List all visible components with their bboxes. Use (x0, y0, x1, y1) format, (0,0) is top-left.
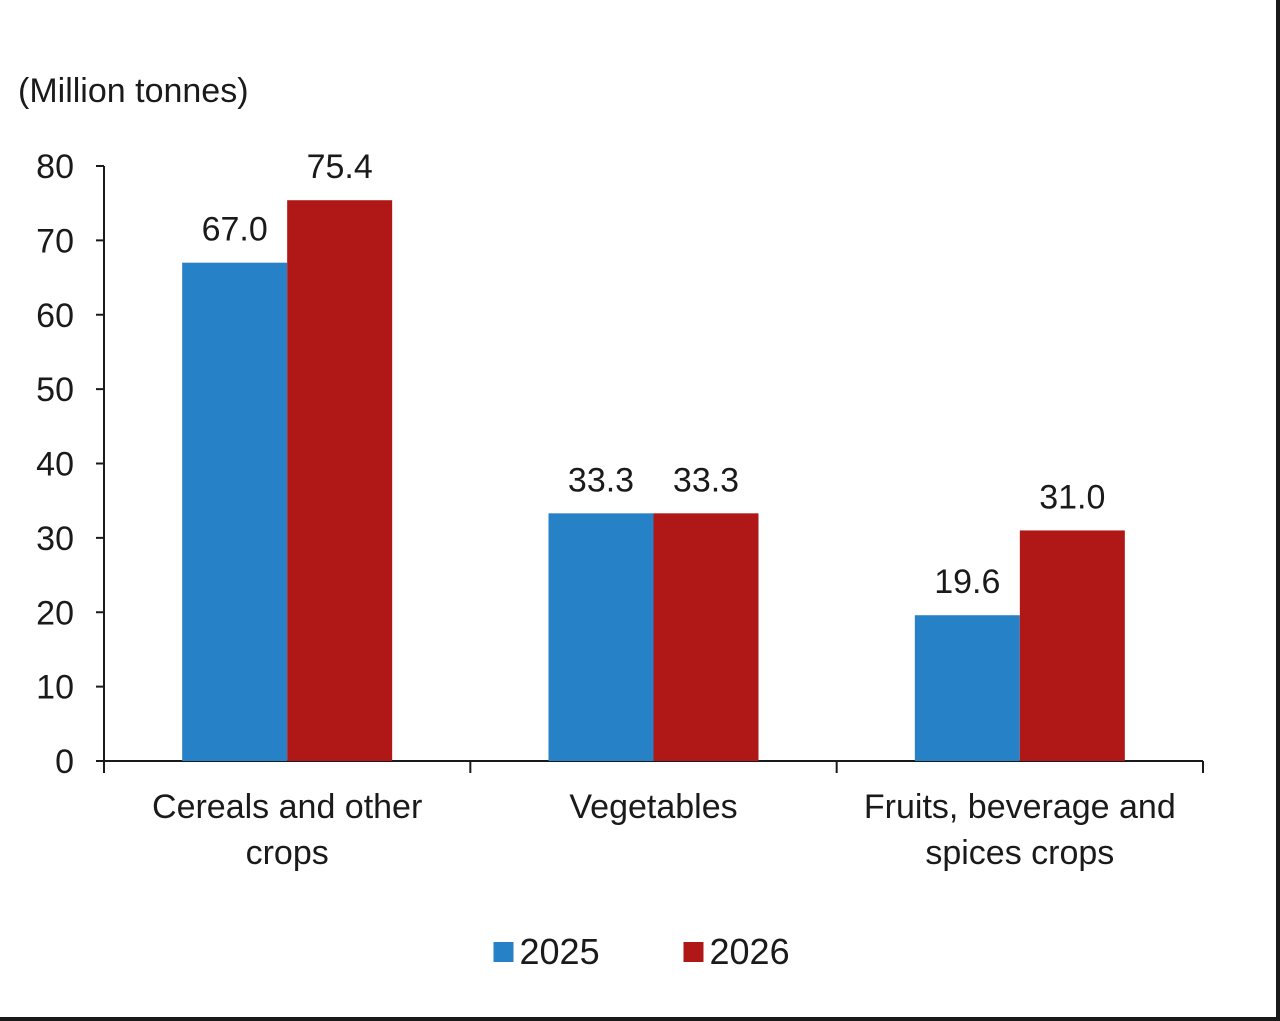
value-label: 33.3 (568, 461, 634, 499)
y-tick-label: 20 (36, 594, 74, 632)
y-tick-label: 40 (36, 446, 74, 484)
y-axis-unit-label: (Million tonnes) (18, 72, 249, 110)
legend-swatch (683, 942, 704, 962)
category-label: crops (246, 834, 329, 872)
category-label: Vegetables (569, 788, 737, 826)
y-tick-label: 30 (36, 520, 74, 558)
bar (182, 262, 288, 761)
value-label: 67.0 (202, 211, 268, 249)
legend-label: 2025 (520, 931, 600, 972)
legend-swatch (493, 942, 514, 962)
bar (914, 615, 1020, 761)
bar (1019, 530, 1125, 761)
y-tick-label: 60 (36, 297, 74, 335)
bar (287, 200, 393, 761)
category-label: Cereals and other (152, 788, 422, 826)
value-label: 19.6 (934, 563, 1000, 601)
category-label: spices crops (925, 834, 1114, 872)
value-labels: 67.0 75.4 33.3 33.3 19.6 31.0 (202, 148, 1106, 601)
value-label: 75.4 (307, 148, 373, 186)
bar (653, 513, 759, 761)
value-label: 33.3 (673, 461, 739, 499)
y-tick-label: 10 (36, 669, 74, 707)
bars (182, 200, 1125, 761)
y-tick-label: 50 (36, 371, 74, 409)
x-axis (103, 760, 1204, 773)
value-label: 31.0 (1039, 478, 1105, 516)
bar (548, 513, 654, 761)
legend-label: 2026 (710, 931, 790, 972)
y-tick-label: 70 (36, 222, 74, 260)
category-label: Fruits, beverage and (864, 788, 1176, 826)
y-axis: 0 10 20 30 40 50 60 70 80 (36, 148, 105, 781)
y-tick-label: 80 (36, 148, 74, 186)
legend: 2025 2026 (493, 931, 790, 972)
category-labels: Cereals and other crops Vegetables Fruits, … (152, 788, 1176, 872)
y-tick-label: 0 (55, 743, 74, 781)
